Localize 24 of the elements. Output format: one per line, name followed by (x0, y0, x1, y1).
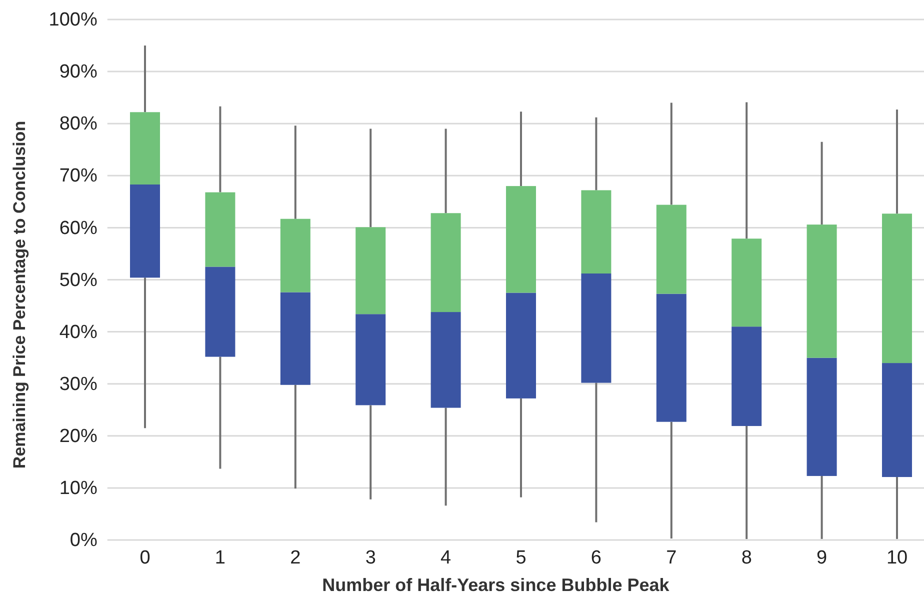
y-tick-label: 100% (48, 10, 98, 31)
y-tick-label: 0% (70, 530, 98, 552)
x-tick-label: 2 (290, 547, 301, 568)
x-tick-label: 7 (666, 547, 677, 568)
y-tick-label: 40% (59, 322, 98, 343)
y-tick-label: 10% (59, 478, 98, 500)
y-axis-title: Remaining Price Percentage to Conclusion (10, 120, 29, 469)
x-tick-label: 0 (140, 547, 150, 568)
y-tick-label: 20% (59, 426, 98, 447)
x-tick-label: 8 (741, 547, 752, 568)
x-tick-label: 6 (590, 547, 602, 568)
x-axis-title: Number of Half-Years since Bubble Peak (322, 575, 670, 595)
y-tick-label: 60% (59, 218, 98, 239)
y-tick-label: 80% (59, 114, 98, 135)
y-tick-label: 90% (59, 62, 98, 83)
y-tick-label: 30% (59, 374, 98, 395)
y-tick-label: 70% (59, 166, 98, 187)
x-tick-label: 9 (816, 547, 828, 568)
x-tick-label: 5 (516, 547, 526, 568)
x-tick-label: 4 (440, 547, 452, 568)
x-tick-label: 3 (365, 547, 376, 568)
y-tick-label: 50% (59, 270, 98, 291)
x-tick-label: 10 (886, 547, 908, 568)
x-tick-label: 1 (214, 547, 226, 568)
